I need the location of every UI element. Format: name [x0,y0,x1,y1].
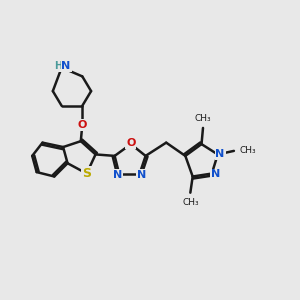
Text: N: N [113,170,122,180]
Text: H: H [54,61,62,71]
Text: CH₃: CH₃ [239,146,256,155]
Text: CH₃: CH₃ [194,115,211,124]
Text: O: O [78,120,87,130]
Text: CH₃: CH₃ [182,198,199,207]
Text: S: S [82,167,91,180]
Text: O: O [126,138,136,148]
Text: N: N [136,170,146,180]
Text: N: N [61,61,71,71]
Text: N: N [211,169,220,179]
Text: N: N [215,149,225,159]
